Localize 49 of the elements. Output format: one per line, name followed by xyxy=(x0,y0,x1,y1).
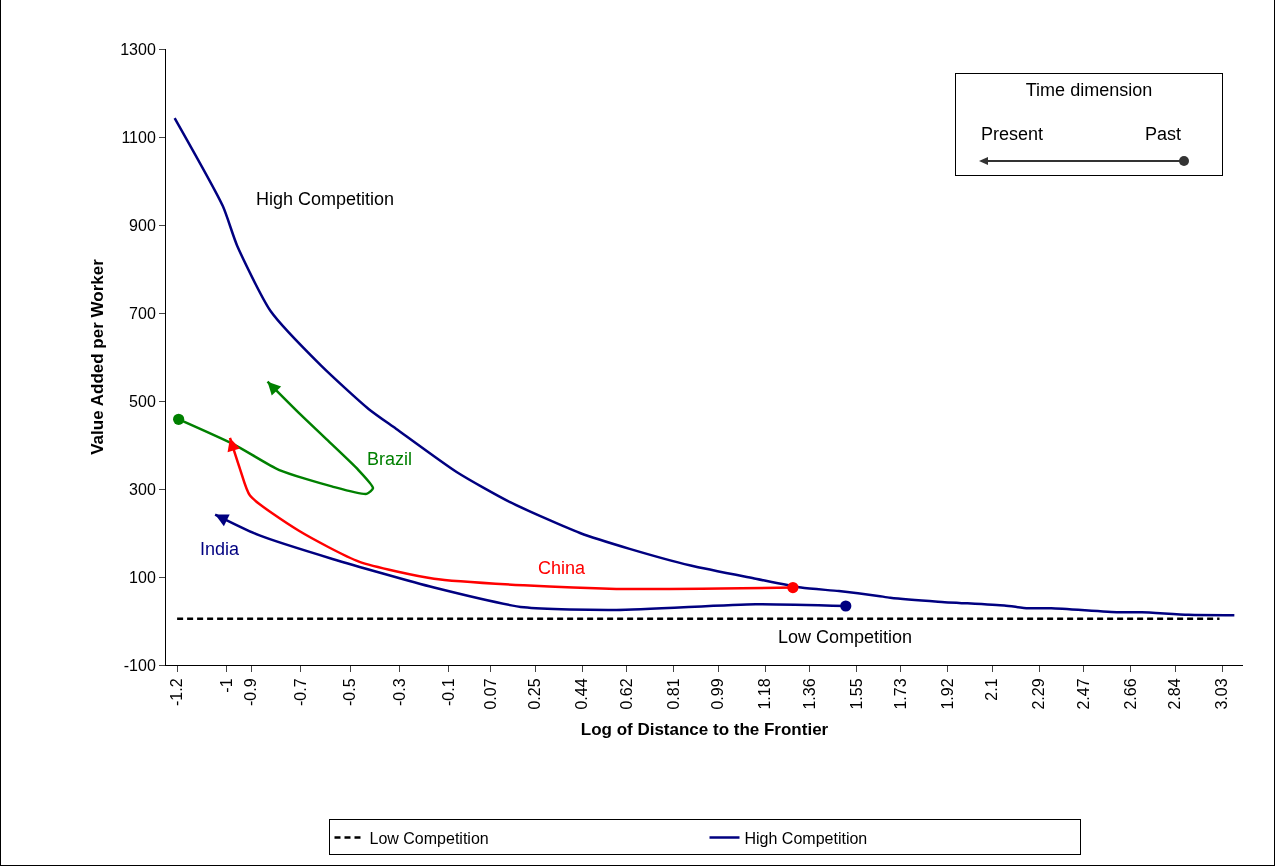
x-tick-label: 2.47 xyxy=(1074,678,1092,710)
y-tick-label: 700 xyxy=(129,304,156,322)
annotation: Present xyxy=(981,124,1044,145)
x-tick-label: 0.99 xyxy=(709,678,727,710)
annotation: Low Competition xyxy=(778,627,913,647)
legend-label: High Competition xyxy=(744,829,868,847)
x-tick-label: 2.29 xyxy=(1030,678,1048,710)
y-axis-title: Value Added per Worker xyxy=(87,258,107,455)
x-tick-label: 1.73 xyxy=(892,678,910,710)
x-tick-label: -0.7 xyxy=(291,678,309,706)
y-tick-label: 500 xyxy=(129,392,156,410)
x-tick-label: 0.44 xyxy=(573,678,591,710)
y-tick-label: 300 xyxy=(129,480,156,498)
x-tick-label: -0.1 xyxy=(440,678,458,706)
annotation: Past xyxy=(1145,124,1182,145)
x-tick-label: -0.3 xyxy=(390,678,408,706)
x-tick-label: 2.1 xyxy=(983,678,1001,701)
x-tick-label: 1.92 xyxy=(939,678,957,710)
point xyxy=(840,600,852,612)
line-series xyxy=(173,116,1236,617)
y-tick-label: 1100 xyxy=(121,128,156,146)
annotation: Time dimension xyxy=(1024,80,1154,101)
y-tick-label: 100 xyxy=(129,568,156,586)
x-tick-label: 1.55 xyxy=(847,678,865,710)
x-tick-label: 2.84 xyxy=(1166,678,1184,710)
x-tick-label: 0.25 xyxy=(526,678,544,710)
x-tick-label: 1.18 xyxy=(756,678,774,710)
series-label: India xyxy=(200,539,241,559)
legend-label: Low Competition xyxy=(369,829,489,847)
x-axis-title: Log of Distance to the Frontier xyxy=(580,719,829,739)
x-tick-label: -0.5 xyxy=(341,678,359,706)
point xyxy=(787,581,799,594)
x-tick-label: 2.66 xyxy=(1121,678,1139,710)
x-tick-label: -1.2 xyxy=(168,678,186,706)
point xyxy=(173,413,185,425)
x-tick-label: 3.03 xyxy=(1213,678,1231,710)
series-label: Brazil xyxy=(367,449,413,469)
x-tick-label: 1.36 xyxy=(800,678,818,710)
y-tick-label: -100 xyxy=(123,656,156,674)
x-tick-label: -0.9 xyxy=(242,678,260,706)
series-label: China xyxy=(538,558,587,578)
x-tick-label: 0.81 xyxy=(664,678,682,710)
time-key-box: Time dimension Present Past xyxy=(955,73,1223,176)
x-tick-label: 0.62 xyxy=(617,678,635,710)
y-tick-label: 1300 xyxy=(120,40,156,58)
x-tick-label: 0.07 xyxy=(482,678,500,710)
annotation: High Competition xyxy=(256,189,395,209)
x-tick-label: -1 xyxy=(217,678,235,693)
y-tick-label: 900 xyxy=(129,216,156,234)
